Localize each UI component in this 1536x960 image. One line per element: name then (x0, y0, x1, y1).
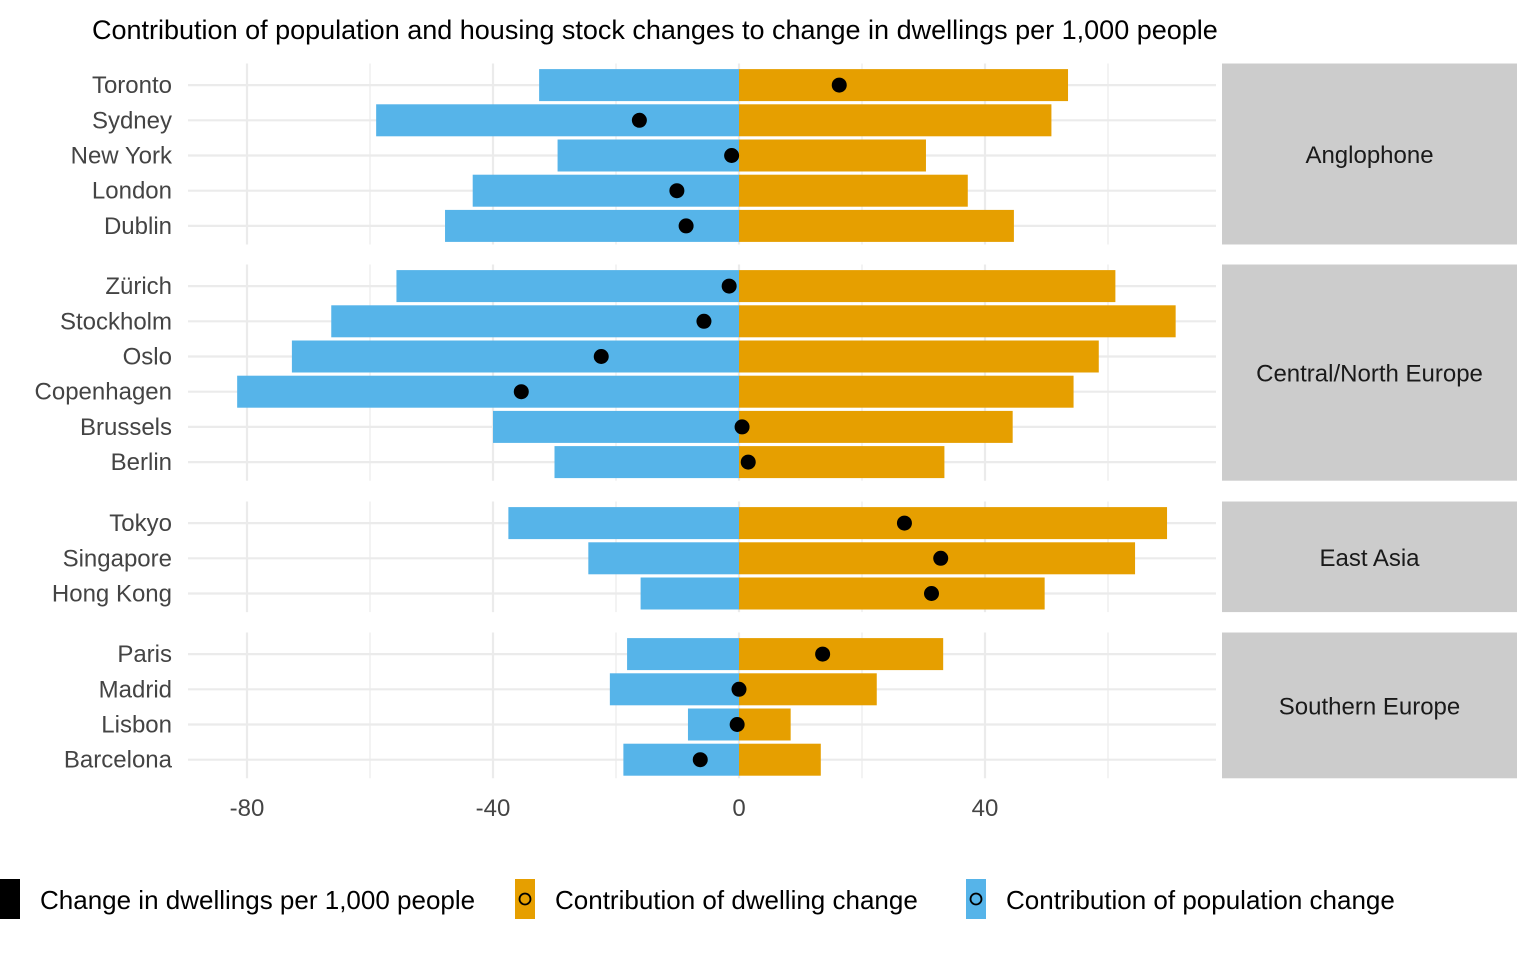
facet-strips: Anglophone Central/North Europe East Asia S… (1222, 63, 1517, 779)
bar-dwelling-paris (739, 638, 944, 671)
point-net-berlin (740, 454, 756, 470)
city-label-paris: Paris (117, 641, 172, 668)
bar-population-toronto (539, 69, 739, 102)
legend-key-population (966, 879, 986, 919)
legend-key-net (0, 879, 20, 919)
bar-dwelling-lisbon (739, 708, 791, 741)
city-label-oslo: Oslo (123, 344, 172, 371)
facet-label-southern-europe: Southern Europe (1279, 693, 1460, 720)
legend-label-net: Change in dwellings per 1,000 people (40, 885, 475, 915)
bar-population-stockholm (331, 305, 739, 338)
bar-population-hong-kong (640, 577, 739, 610)
bar-population-madrid (609, 673, 739, 706)
point-net-stockholm (696, 313, 712, 329)
point-net-oslo (593, 349, 609, 364)
point-net-zurich (721, 278, 737, 294)
x-axis: -80 -40 0 40 (230, 795, 999, 822)
facet-label-anglophone: Anglophone (1305, 142, 1433, 169)
bars (237, 69, 1176, 776)
city-label-zurich: Zürich (105, 273, 172, 300)
bar-dwelling-barcelona (739, 743, 821, 776)
bar-population-london (472, 174, 739, 207)
bar-population-berlin (554, 446, 739, 479)
legend: Change in dwellings per 1,000 people Cont… (0, 879, 1395, 919)
point-net-hong-kong (923, 586, 939, 601)
point-net-barcelona (692, 752, 708, 768)
legend-key-dwelling (515, 879, 535, 919)
bar-population-brussels (493, 410, 739, 443)
city-label-tokyo: Tokyo (109, 510, 172, 537)
x-tick-label: -40 (476, 795, 511, 822)
city-label-dublin: Dublin (104, 213, 172, 240)
point-net-dublin (678, 218, 694, 234)
bar-population-zurich (396, 270, 739, 303)
legend-key-dot (969, 892, 983, 906)
point-net-london (669, 183, 685, 199)
bar-population-tokyo (508, 507, 739, 540)
point-net-lisbon (729, 717, 745, 732)
bar-dwelling-zurich (739, 270, 1116, 303)
city-label-hong-kong: Hong Kong (52, 581, 172, 608)
bar-dwelling-oslo (739, 340, 1099, 373)
point-net-new-york (724, 148, 740, 163)
bar-population-new-york (557, 139, 739, 172)
bar-dwelling-new-york (739, 139, 926, 172)
city-labels: Toronto Sydney New York London Dublin Zürich S… (35, 72, 173, 774)
city-label-brussels: Brussels (80, 414, 172, 441)
city-label-copenhagen: Copenhagen (35, 379, 172, 406)
point-net-singapore (933, 550, 949, 566)
city-label-stockholm: Stockholm (60, 308, 172, 335)
point-net-sydney (631, 112, 647, 128)
chart-title: Contribution of population and housing s… (92, 15, 1218, 45)
bar-dwelling-hong-kong (739, 577, 1045, 610)
net-change-points (513, 77, 949, 768)
bar-dwelling-london (739, 174, 968, 207)
point-net-toronto (831, 77, 847, 93)
bar-population-paris (627, 638, 739, 671)
bar-dwelling-tokyo (739, 507, 1168, 540)
bar-population-dublin (445, 209, 739, 242)
bar-population-sydney (376, 104, 739, 137)
city-label-madrid: Madrid (99, 676, 172, 703)
facet-strip (1222, 632, 1517, 779)
bar-population-copenhagen (237, 375, 739, 408)
city-label-toronto: Toronto (92, 72, 172, 99)
city-label-sydney: Sydney (92, 107, 172, 134)
point-net-brussels (734, 419, 750, 435)
bar-dwelling-madrid (739, 673, 877, 706)
legend-label-population: Contribution of population change (1006, 885, 1395, 915)
bar-dwelling-dublin (739, 209, 1014, 242)
bar-dwelling-sydney (739, 104, 1052, 137)
point-net-tokyo (896, 515, 912, 531)
facet-strip (1222, 63, 1517, 245)
city-label-barcelona: Barcelona (64, 747, 173, 774)
facet-strip (1222, 264, 1517, 481)
facet-label-east-asia: East Asia (1319, 545, 1420, 572)
facet-label-central-north-europe: Central/North Europe (1256, 361, 1483, 388)
city-label-london: London (92, 178, 172, 205)
legend-key-dot (518, 892, 532, 906)
city-label-singapore: Singapore (63, 545, 172, 572)
point-net-paris (815, 646, 831, 662)
city-label-berlin: Berlin (111, 449, 172, 476)
bar-dwelling-brussels (739, 410, 1013, 443)
bar-dwelling-stockholm (739, 305, 1176, 338)
x-tick-label: 0 (732, 795, 745, 822)
point-net-copenhagen (513, 384, 529, 400)
legend-label-dwelling: Contribution of dwelling change (555, 885, 918, 915)
facet-strip (1222, 501, 1517, 613)
bar-population-oslo (291, 340, 739, 373)
bar-dwelling-copenhagen (739, 375, 1074, 408)
city-label-lisbon: Lisbon (101, 712, 172, 739)
bar-dwelling-toronto (739, 69, 1069, 102)
x-tick-label: -80 (230, 795, 265, 822)
x-tick-label: 40 (972, 795, 999, 822)
bar-dwelling-berlin (739, 446, 945, 479)
bar-population-barcelona (623, 743, 739, 776)
point-net-madrid (731, 681, 747, 697)
city-label-new-york: New York (71, 143, 173, 170)
bar-population-singapore (588, 542, 739, 575)
